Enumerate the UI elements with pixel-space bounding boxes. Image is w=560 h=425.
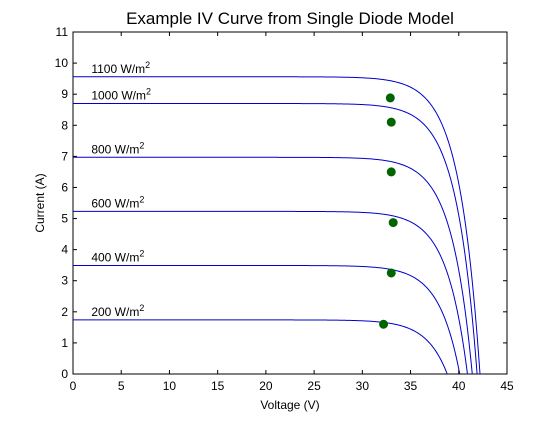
y-tick-label: 7 bbox=[61, 149, 68, 163]
x-tick-label: 40 bbox=[452, 379, 466, 393]
mpp-marker bbox=[386, 117, 396, 127]
iv-curve-line bbox=[73, 264, 461, 375]
iv-curve-line bbox=[73, 156, 473, 375]
y-tick-label: 6 bbox=[61, 180, 68, 194]
x-tick-label: 45 bbox=[500, 379, 514, 393]
y-tick-label: 10 bbox=[55, 56, 69, 70]
mpp-marker bbox=[385, 93, 395, 103]
y-tick-label: 11 bbox=[56, 25, 69, 39]
iv-curve-line bbox=[73, 103, 478, 375]
x-tick-label: 10 bbox=[163, 379, 177, 393]
iv-curve-line bbox=[73, 76, 481, 375]
mpp-marker bbox=[386, 167, 396, 177]
mpp-marker bbox=[388, 218, 398, 228]
y-tick-label: 8 bbox=[61, 118, 68, 132]
y-tick-label: 2 bbox=[61, 305, 68, 319]
x-tick-label: 35 bbox=[404, 379, 418, 393]
y-tick-label: 5 bbox=[61, 212, 68, 226]
curve-label: 400 W/m2 bbox=[91, 248, 144, 264]
plot-area bbox=[72, 31, 508, 375]
y-tick-label: 4 bbox=[61, 243, 68, 257]
y-axis-label: Current (A) bbox=[33, 173, 47, 232]
x-tick-label: 5 bbox=[118, 379, 125, 393]
curve-label: 600 W/m2 bbox=[91, 194, 144, 210]
x-tick-label: 0 bbox=[70, 379, 77, 393]
mpp-marker bbox=[379, 319, 389, 329]
iv-curve-line bbox=[73, 210, 468, 375]
curve-label: 800 W/m2 bbox=[91, 140, 144, 156]
y-tick-label: 3 bbox=[61, 274, 68, 288]
x-tick-label: 20 bbox=[259, 379, 273, 393]
x-tick-label: 30 bbox=[356, 379, 370, 393]
mpp-markers-group bbox=[379, 93, 398, 329]
y-axis: 0 1 2 3 4 5 6 7 8 9 10 11 bbox=[55, 25, 507, 381]
x-tick-label: 15 bbox=[211, 379, 225, 393]
curve-label: 1100 W/m2 bbox=[91, 60, 150, 76]
x-axis: 0 5 10 15 20 25 30 35 40 45 bbox=[70, 32, 514, 393]
curve-label: 200 W/m2 bbox=[91, 303, 144, 319]
x-tick-label: 25 bbox=[307, 379, 321, 393]
y-tick-label: 9 bbox=[61, 87, 68, 101]
mpp-marker bbox=[386, 268, 396, 278]
y-tick-label: 0 bbox=[61, 367, 68, 381]
y-tick-label: 1 bbox=[61, 336, 68, 350]
curve-label: 1000 W/m2 bbox=[91, 87, 151, 103]
x-axis-label: Voltage (V) bbox=[260, 398, 319, 412]
curve-labels-group: 1100 W/m2 1000 W/m2 800 W/m2 600 W/m2 400 W/… bbox=[91, 60, 151, 319]
chart-title: Example IV Curve from Single Diode Model bbox=[126, 9, 454, 28]
